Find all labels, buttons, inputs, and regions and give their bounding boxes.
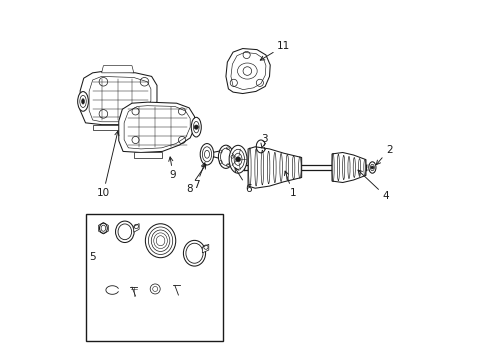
Ellipse shape (200, 144, 213, 165)
Ellipse shape (99, 223, 107, 233)
Polygon shape (119, 102, 195, 153)
Polygon shape (80, 71, 157, 125)
Text: 11: 11 (260, 41, 290, 60)
Polygon shape (247, 147, 301, 188)
Text: 9: 9 (168, 157, 176, 180)
Ellipse shape (78, 91, 88, 111)
Text: 10: 10 (97, 131, 119, 198)
Polygon shape (331, 153, 365, 183)
Ellipse shape (191, 117, 201, 137)
Ellipse shape (229, 145, 246, 173)
Polygon shape (134, 153, 162, 158)
Ellipse shape (368, 162, 375, 173)
Text: 6: 6 (235, 168, 251, 194)
Ellipse shape (237, 63, 257, 79)
Circle shape (194, 125, 198, 129)
Circle shape (235, 157, 240, 162)
Ellipse shape (218, 145, 233, 168)
Bar (85, 214, 223, 341)
Polygon shape (93, 125, 121, 130)
Polygon shape (134, 224, 139, 232)
Text: 3: 3 (260, 134, 267, 148)
Circle shape (370, 166, 373, 169)
Ellipse shape (115, 221, 134, 243)
Polygon shape (124, 106, 190, 149)
Polygon shape (102, 66, 134, 73)
Text: 5: 5 (89, 252, 96, 262)
Polygon shape (225, 49, 270, 94)
Ellipse shape (81, 99, 84, 104)
Text: 7: 7 (193, 163, 205, 190)
Polygon shape (230, 53, 265, 90)
Text: 8: 8 (185, 165, 205, 194)
Polygon shape (202, 244, 208, 253)
Ellipse shape (145, 224, 175, 258)
Text: 4: 4 (357, 170, 388, 201)
Text: 2: 2 (375, 145, 392, 165)
Ellipse shape (183, 240, 205, 266)
Polygon shape (89, 76, 151, 122)
Text: 1: 1 (284, 171, 295, 198)
